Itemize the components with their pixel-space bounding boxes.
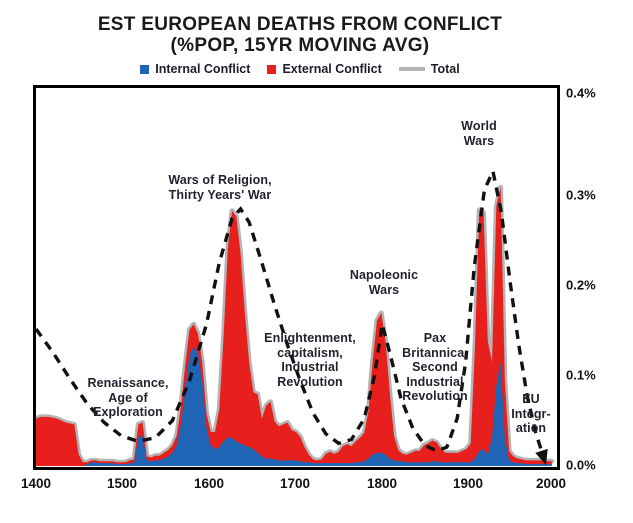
x-tick-1900: 1900 xyxy=(452,476,484,491)
annotation-napoleonic-wars: Napoleonic Wars xyxy=(349,268,419,297)
chart-title-line-2: (%POP, 15YR MOVING AVG) xyxy=(170,35,430,56)
legend-swatch-icon-external xyxy=(267,64,277,74)
annotation-eu-integration: EU Integr- ation xyxy=(511,392,551,435)
y-axis-labels: 0.0% 0.1% 0.2% 0.3% 0.4% xyxy=(566,85,630,473)
plot-svg xyxy=(36,165,555,466)
trend-dashed-path xyxy=(36,165,544,453)
annotation-renaissance: Renaissance, Age of Exploration xyxy=(87,376,169,419)
x-tick-1800: 1800 xyxy=(366,476,398,491)
series-internal-conflict-area xyxy=(36,346,552,466)
y-tick-1: 0.1% xyxy=(566,367,596,383)
internal-conflict-path xyxy=(36,346,552,466)
legend-label-external: External Conflict xyxy=(282,62,382,76)
x-tick-1700: 1700 xyxy=(279,476,311,491)
x-axis-labels: 1400 1500 1600 1700 1800 1900 2000 xyxy=(0,476,633,500)
legend-item-internal-conflict: Internal Conflict xyxy=(140,62,250,76)
y-tick-2: 0.2% xyxy=(566,277,596,293)
legend-label-total: Total xyxy=(430,62,460,76)
x-tick-1600: 1600 xyxy=(193,476,225,491)
chart-title-line-1: EST EUROPEAN DEATHS FROM CONFLICT xyxy=(97,14,503,35)
legend-item-total: Total xyxy=(398,62,460,76)
x-tick-1500: 1500 xyxy=(106,476,138,491)
annotation-enlightenment: Enlightenment, capitalism, Industrial Re… xyxy=(264,331,356,389)
legend-line-icon-total xyxy=(398,67,425,71)
annotation-world-wars: World Wars xyxy=(461,119,497,148)
x-tick-2000: 2000 xyxy=(535,476,567,491)
x-tick-1400: 1400 xyxy=(20,476,52,491)
trend-arrowhead-icon xyxy=(535,448,548,466)
annotation-wars-of-religion: Wars of Religion, Thirty Years' War xyxy=(168,173,272,202)
plot-area xyxy=(33,85,560,470)
trend-dashed-curve xyxy=(36,165,548,466)
legend-item-external-conflict: External Conflict xyxy=(267,62,382,76)
y-tick-4: 0.4% xyxy=(566,85,596,101)
legend-label-internal: Internal Conflict xyxy=(155,62,251,76)
legend-swatch-icon-internal xyxy=(140,64,150,74)
chart-legend: Internal Conflict External Conflict Tota… xyxy=(0,62,600,76)
y-tick-0: 0.0% xyxy=(566,457,596,473)
annotation-pax-britannica: Pax Britannica, Second Industrial Revolu… xyxy=(402,331,468,403)
y-tick-3: 0.3% xyxy=(566,187,596,203)
chart-title: EST EUROPEAN DEATHS FROM CONFLICT (%POP,… xyxy=(0,14,600,56)
